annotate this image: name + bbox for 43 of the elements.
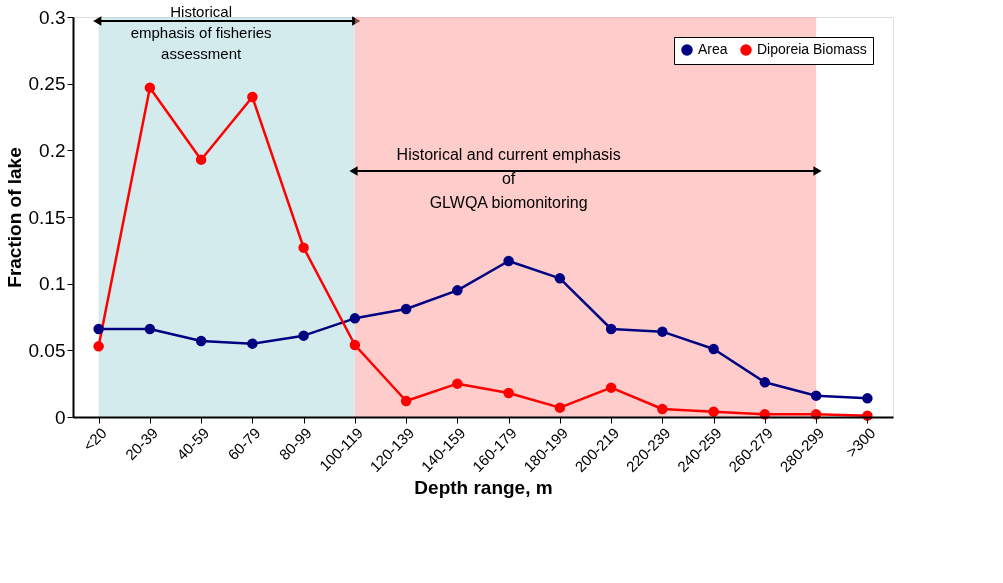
point [452, 378, 463, 389]
point [657, 326, 668, 337]
y-tick-label: 0 [54, 406, 66, 428]
point [554, 402, 566, 413]
point [400, 395, 412, 407]
point [452, 285, 463, 296]
x-tick-label: <20 [79, 424, 110, 455]
point [195, 335, 207, 347]
legend-label: Area [698, 41, 728, 57]
point [298, 330, 309, 341]
point [554, 273, 566, 284]
point [605, 323, 617, 335]
point [349, 313, 361, 324]
point [195, 154, 207, 165]
y-tick-label: 0.05 [28, 339, 66, 361]
point [708, 406, 719, 417]
legend-label: Diporeia Biomass [757, 41, 867, 57]
point [759, 377, 771, 388]
point [810, 390, 822, 401]
point [657, 403, 668, 415]
point [605, 382, 617, 393]
point [503, 387, 514, 399]
point [247, 91, 258, 103]
point [349, 339, 361, 351]
point [144, 82, 156, 93]
point [400, 303, 412, 315]
x-axis-title: Depth range, m [414, 477, 553, 499]
point [503, 255, 514, 267]
point [708, 343, 719, 355]
point [93, 341, 104, 352]
band-label: Historical emphasis of fisheries assessment [130, 3, 272, 62]
point [144, 323, 156, 335]
point [298, 242, 309, 253]
point [93, 323, 104, 335]
y-tick-label: 0.1 [39, 273, 66, 295]
y-tick-label: 0.2 [39, 139, 66, 161]
point [862, 393, 873, 404]
point [247, 338, 258, 349]
y-tick-label: 0.25 [28, 73, 66, 95]
y-tick-label: 0.15 [28, 206, 66, 228]
y-tick-label: 0.3 [39, 6, 66, 28]
band-label: Historical and current emphasis of GLWQA biomonitoring [396, 146, 621, 211]
y-axis-title: Fraction of lake [3, 147, 25, 288]
